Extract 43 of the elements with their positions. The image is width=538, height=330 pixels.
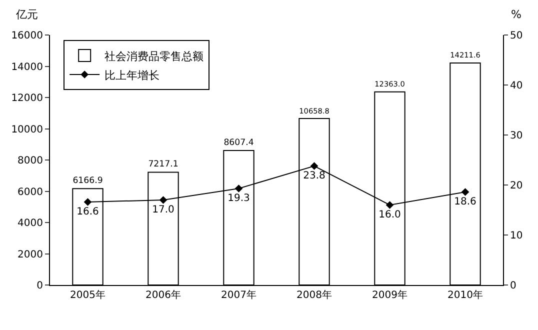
x-tick-label: 2008年 bbox=[296, 289, 332, 301]
y2-tick-label: 0 bbox=[510, 280, 516, 292]
point bbox=[159, 196, 168, 204]
data-label: 7217.1 bbox=[148, 160, 178, 170]
point bbox=[461, 188, 470, 196]
x-tick-label: 2010年 bbox=[448, 289, 483, 301]
x-tick-label: 2005年 bbox=[70, 289, 106, 301]
y-tick-label: 12000 bbox=[11, 93, 43, 104]
data-label: 12363.0 bbox=[374, 80, 406, 89]
data-label: 16.6 bbox=[76, 206, 99, 218]
y-tick-label: 10000 bbox=[11, 124, 43, 136]
x-tick-label: 2007年 bbox=[221, 289, 256, 301]
data-label: 6166.9 bbox=[72, 176, 103, 186]
data-label: 16.0 bbox=[378, 209, 401, 220]
x-tick-label: 2009年 bbox=[372, 289, 408, 301]
x-tick-label: 2006年 bbox=[146, 289, 181, 301]
point bbox=[310, 162, 318, 170]
y-tick-label: 4000 bbox=[18, 218, 43, 229]
data-label: 19.3 bbox=[228, 192, 250, 204]
data-label: 18.6 bbox=[454, 196, 476, 208]
y-axis-title: 亿元 bbox=[15, 8, 38, 21]
data-label: 8607.4 bbox=[224, 138, 254, 148]
y2-tick-label: 20 bbox=[510, 180, 523, 192]
legend-label: 社会消费品零售总额 bbox=[104, 50, 204, 63]
data-label: 14211.6 bbox=[450, 50, 481, 60]
y2-tick-label: 40 bbox=[510, 80, 523, 92]
legend-label: 比上年增长 bbox=[104, 68, 160, 82]
data-label: 23.8 bbox=[303, 170, 326, 182]
y-tick-label: 14000 bbox=[11, 62, 43, 73]
data-label: 17.0 bbox=[152, 204, 174, 216]
y2-tick-label: 50 bbox=[510, 30, 523, 42]
data-label: 10658.8 bbox=[299, 106, 330, 116]
point bbox=[386, 201, 394, 209]
y-tick-label: 16000 bbox=[11, 30, 43, 42]
point bbox=[84, 198, 92, 206]
y-tick-label: 0 bbox=[36, 280, 43, 292]
point bbox=[234, 184, 243, 192]
y-tick-label: 6000 bbox=[18, 186, 43, 198]
y-tick-label: 8000 bbox=[18, 156, 43, 166]
y2-tick-label: 30 bbox=[510, 130, 523, 142]
y-tick-label: 2000 bbox=[18, 249, 43, 260]
y2-tick-label: 10 bbox=[510, 230, 523, 242]
y2-axis-title: % bbox=[511, 8, 522, 21]
